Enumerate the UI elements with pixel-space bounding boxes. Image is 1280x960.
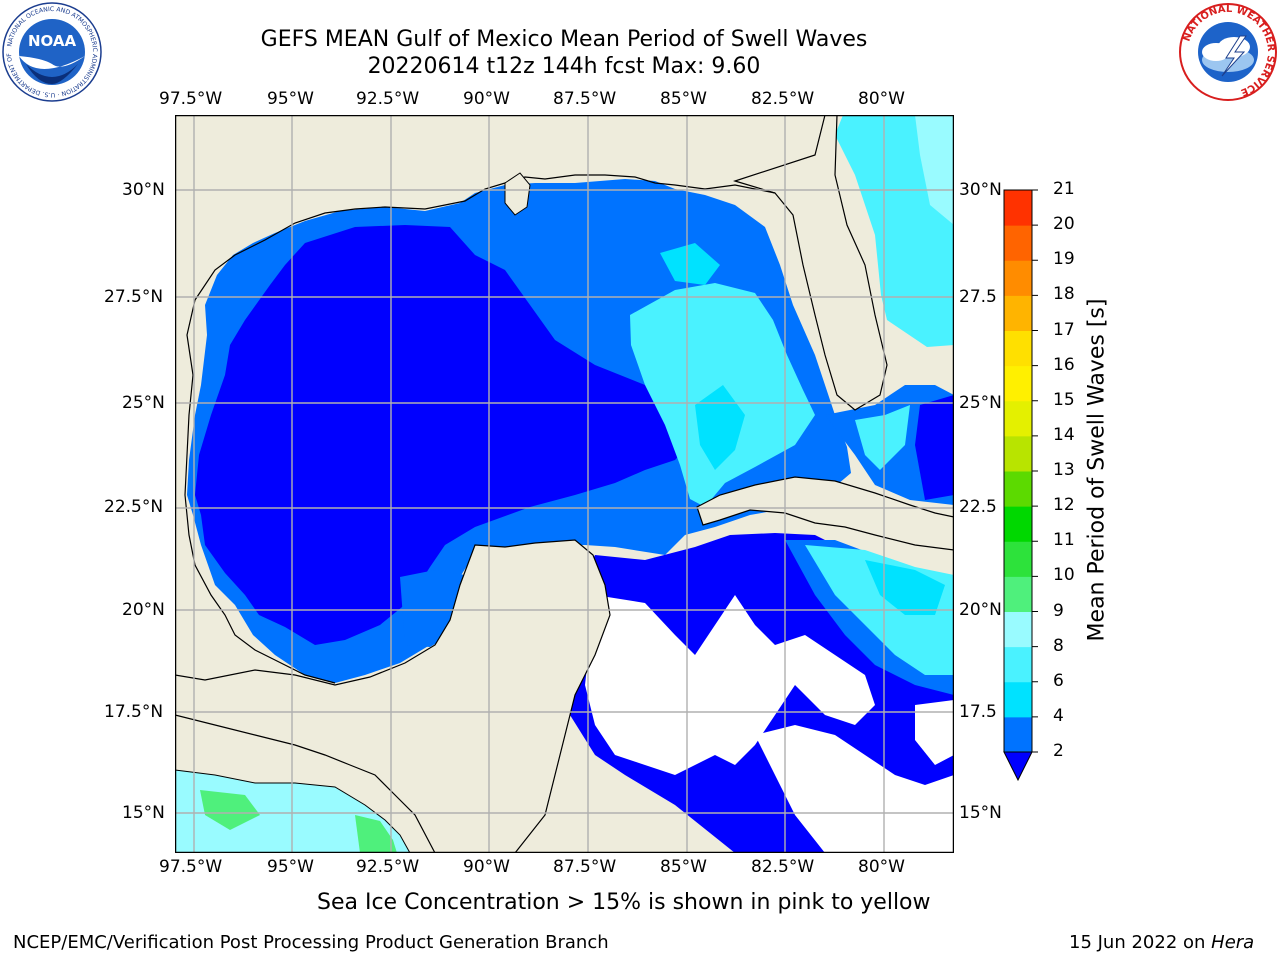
footer-date-text: 15 Jun 2022 on bbox=[1069, 932, 1212, 953]
lon-tick-bottom: 80°W bbox=[858, 857, 905, 877]
colorbar-band bbox=[1004, 506, 1032, 542]
lat-tick-left: 20°N bbox=[122, 600, 165, 620]
colorbar-tick-label: 19 bbox=[1053, 249, 1075, 270]
colorbar-tick-label: 8 bbox=[1053, 635, 1064, 656]
florida-peninsula bbox=[732, 115, 954, 411]
noaa-logo-text: NOAA bbox=[28, 32, 77, 50]
lat-tick-left: 17.5°N bbox=[104, 702, 164, 722]
colorbar-band bbox=[1004, 646, 1032, 683]
lon-tick-bottom: 85°W bbox=[660, 857, 707, 877]
colorbar-band bbox=[1004, 576, 1032, 612]
colorbar-tick-label: 2 bbox=[1053, 741, 1064, 761]
colorbar-band bbox=[1004, 435, 1032, 472]
colorbar-extend-arrow bbox=[1003, 751, 1033, 782]
noaa-logo: NATIONAL OCEANIC AND ATMOSPHERIC ADMINIS… bbox=[2, 2, 102, 102]
colorbar-tick-label: 20 bbox=[1053, 214, 1075, 235]
colorbar-tick-label: 12 bbox=[1053, 495, 1075, 516]
western-coastline bbox=[184, 299, 336, 684]
sea-ice-note: Sea Ice Concentration > 15% is shown in … bbox=[317, 890, 931, 915]
lat-tick-left: 25°N bbox=[122, 393, 165, 413]
lon-tick-bottom: 95°W bbox=[267, 857, 314, 877]
colorbar-band bbox=[1004, 716, 1032, 753]
colorbar-tick-label: 17 bbox=[1053, 319, 1075, 340]
colorbar-tick-label: 16 bbox=[1053, 354, 1075, 375]
colorbar-tick-label: 18 bbox=[1053, 284, 1075, 305]
lon-tick-top: 97.5°W bbox=[159, 89, 223, 109]
colorbar-label: Mean Period of Swell Waves [s] bbox=[1084, 298, 1110, 642]
lon-tick-top: 92.5°W bbox=[356, 89, 420, 109]
colorbar-band bbox=[1004, 681, 1032, 718]
lat-tick-right: 17.5 bbox=[959, 702, 997, 722]
lon-tick-bottom: 92.5°W bbox=[356, 857, 420, 877]
map-gridlines bbox=[175, 115, 954, 853]
lon-tick-bottom: 90°W bbox=[463, 857, 510, 877]
lat-tick-left: 22.5°N bbox=[104, 497, 164, 517]
lat-tick-right: 25°N bbox=[959, 393, 1002, 413]
lat-tick-right: 30°N bbox=[959, 180, 1002, 200]
lat-tick-left: 15°N bbox=[122, 803, 165, 823]
colorbar-tick-label: 4 bbox=[1053, 705, 1064, 726]
chart-subtitle: 20220614 t12z 144h fcst Max: 9.60 bbox=[367, 54, 761, 79]
footer-machine-name: Hera bbox=[1211, 932, 1255, 953]
colorbar-bands bbox=[1004, 190, 1032, 753]
lat-tick-left: 30°N bbox=[122, 180, 165, 200]
gulf-map bbox=[175, 115, 954, 853]
colorbar-band bbox=[1004, 260, 1032, 296]
colorbar-tick-label: 6 bbox=[1053, 670, 1064, 691]
colorbar-tick-label: 15 bbox=[1053, 389, 1075, 410]
colorbar-band bbox=[1004, 365, 1032, 402]
lon-tick-top: 95°W bbox=[267, 89, 314, 109]
colorbar-band bbox=[1004, 225, 1032, 261]
gulf-swell-below-2 bbox=[195, 225, 700, 645]
lat-tick-right: 27.5 bbox=[959, 287, 997, 307]
colorbar-band bbox=[1004, 295, 1032, 331]
colorbar-tick-label: 14 bbox=[1053, 424, 1075, 445]
colorbar-tick-label: 21 bbox=[1053, 179, 1075, 199]
atlantic-swell-8-9 bbox=[915, 115, 954, 225]
colorbar-band bbox=[1004, 471, 1032, 507]
colorbar-band bbox=[1004, 611, 1032, 648]
map-frame bbox=[175, 115, 954, 853]
lon-tick-bottom: 82.5°W bbox=[751, 857, 815, 877]
lon-tick-top: 82.5°W bbox=[751, 89, 815, 109]
colorbar-band bbox=[1004, 330, 1032, 367]
cuba-landmass bbox=[696, 476, 954, 551]
footer-date: 15 Jun 2022 on Hera bbox=[1069, 932, 1254, 953]
colorbar-band bbox=[1004, 400, 1032, 437]
colorbar-tick-label: 9 bbox=[1053, 600, 1064, 621]
lat-tick-right: 15°N bbox=[959, 803, 1002, 823]
lon-tick-top: 85°W bbox=[660, 89, 707, 109]
nws-logo: NATIONAL WEATHER SERVICE bbox=[1179, 3, 1277, 101]
colorbar-tick-marks bbox=[1032, 189, 1038, 753]
lon-tick-bottom: 97.5°W bbox=[159, 857, 223, 877]
colorbar bbox=[1003, 189, 1038, 782]
lon-tick-top: 87.5°W bbox=[553, 89, 617, 109]
lat-tick-right: 22.5 bbox=[959, 497, 997, 517]
footer-credit: NCEP/EMC/Verification Post Processing Pr… bbox=[13, 932, 609, 953]
lat-tick-left: 27.5°N bbox=[104, 287, 164, 307]
lon-tick-top: 80°W bbox=[858, 89, 905, 109]
colorbar-tick-label: 11 bbox=[1053, 530, 1075, 551]
lon-tick-bottom: 87.5°W bbox=[553, 857, 617, 877]
lon-tick-top: 90°W bbox=[463, 89, 510, 109]
colorbar-tick-label: 10 bbox=[1053, 565, 1075, 586]
colorbar-tick-label: 13 bbox=[1053, 460, 1075, 480]
colorbar-band bbox=[1004, 190, 1032, 226]
chart-title: GEFS MEAN Gulf of Mexico Mean Period of … bbox=[260, 27, 868, 52]
northern-coastline bbox=[194, 174, 776, 301]
lat-tick-right: 20°N bbox=[959, 600, 1002, 620]
colorbar-band bbox=[1004, 541, 1032, 577]
